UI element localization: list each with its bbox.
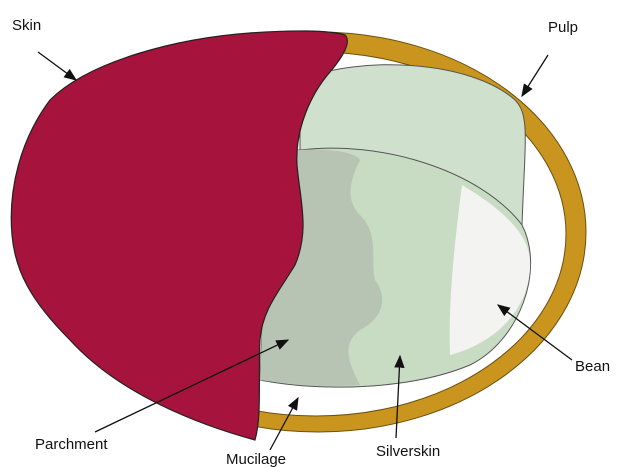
coffee-cherry-diagram: Skin Pulp Bean Parchment Mucilage Silver… bbox=[0, 0, 619, 468]
label: Mucilage bbox=[226, 451, 286, 468]
label: Pulp bbox=[548, 19, 578, 36]
pulp-arrow bbox=[522, 55, 548, 96]
label: Skin bbox=[12, 17, 41, 34]
label: Bean bbox=[575, 358, 610, 375]
skin-arrow bbox=[38, 52, 76, 80]
label: Silverskin bbox=[376, 443, 440, 460]
label: Parchment bbox=[35, 436, 108, 453]
